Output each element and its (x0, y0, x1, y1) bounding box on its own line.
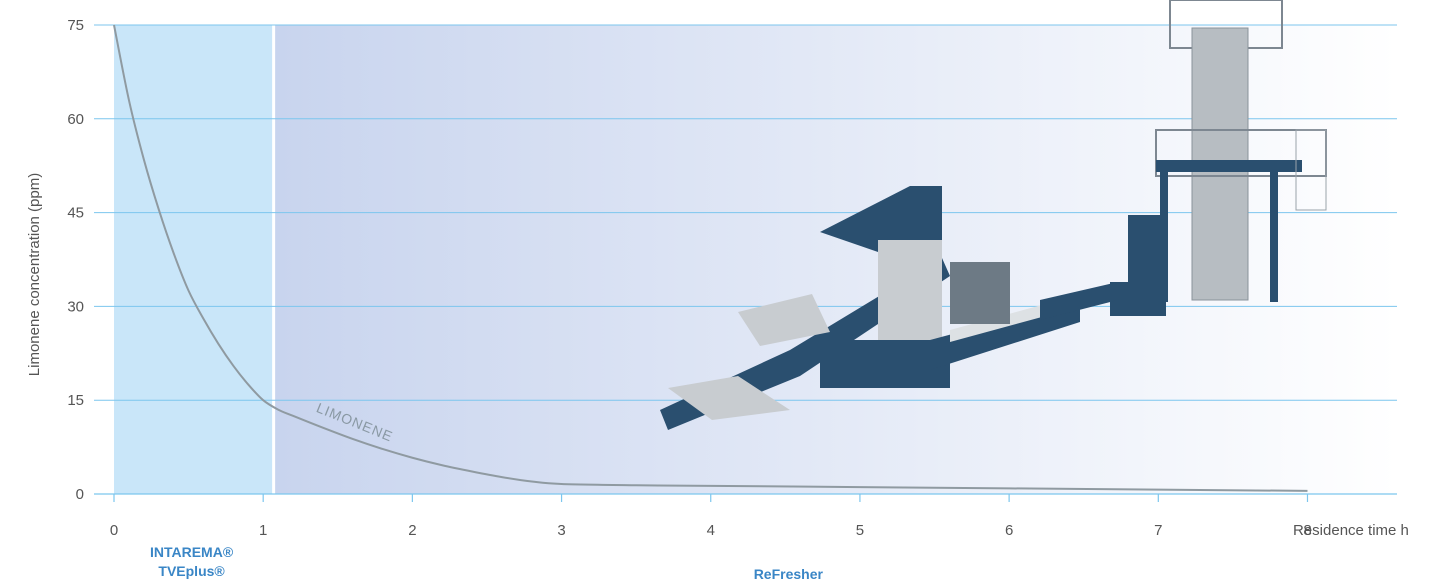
x-tick-label: 8 (1303, 522, 1311, 539)
feed-base (1110, 282, 1166, 316)
region-label-intarema: TVEplus® (158, 563, 225, 579)
recycling-machine-illustration (660, 0, 1327, 430)
y-axis-title: Limonene concentration (ppm) (26, 173, 43, 376)
y-tick-label: 15 (67, 392, 84, 409)
series-line-limonene (113, 24, 1308, 492)
zone-divider (272, 25, 276, 494)
y-tick-label: 75 (67, 17, 84, 34)
x-tick-label: 4 (707, 522, 715, 539)
x-tick-label: 3 (557, 522, 565, 539)
tower-leg (1160, 172, 1168, 302)
conveyor-cover (738, 294, 830, 346)
y-tick-label: 45 (67, 205, 84, 222)
region-label-refresher: ReFresher (754, 566, 824, 582)
x-tick-label: 5 (856, 522, 864, 539)
cutter-hood (820, 186, 942, 252)
zone-intarema (114, 25, 274, 494)
region-label-intarema: INTAREMA® (150, 544, 234, 560)
x-tick-label: 1 (259, 522, 267, 539)
y-tick-label: 0 (76, 486, 84, 503)
conveyor-hopper (668, 376, 790, 420)
tower-cage (1295, 129, 1327, 211)
extruder-tail (1040, 282, 1118, 320)
cutter-base (820, 340, 950, 388)
tower-deck (1156, 160, 1302, 172)
y-tick-label: 30 (67, 298, 84, 315)
x-tick-label: 0 (110, 522, 118, 539)
x-tick-label: 6 (1005, 522, 1013, 539)
tower-leg (1270, 172, 1278, 302)
x-axis-title: Residence time h (1293, 522, 1409, 539)
y-tick-label: 60 (67, 111, 84, 128)
x-tick-label: 7 (1154, 522, 1162, 539)
x-tick-label: 2 (408, 522, 416, 539)
extruder-head (950, 262, 1010, 324)
